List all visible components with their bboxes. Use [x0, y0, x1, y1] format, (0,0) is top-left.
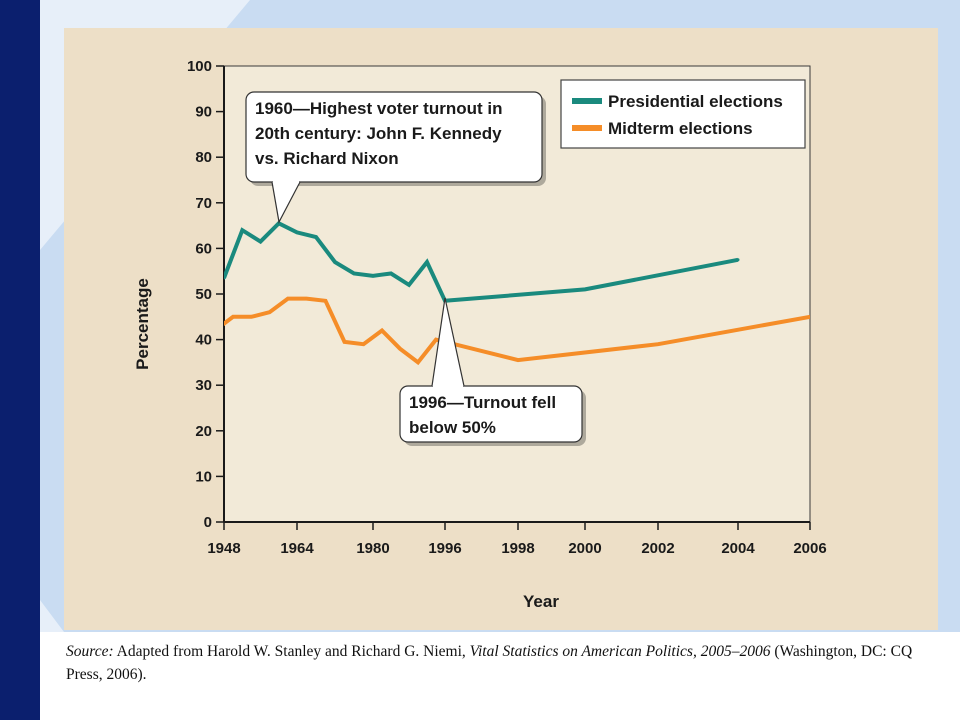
- x-tick-label-1996: 1996: [428, 540, 461, 557]
- series-0-point-2004: [736, 258, 740, 262]
- caption-band: [40, 632, 960, 720]
- callout-box-1: [399, 385, 583, 443]
- y-tick-label-60: 60: [195, 240, 212, 257]
- series-0-point-1984: [389, 271, 393, 275]
- x-tick-label-1964: 1964: [280, 540, 314, 557]
- series-1-point-1998: [516, 358, 520, 362]
- callout-0-line-2: vs. Richard Nixon: [255, 149, 399, 168]
- series-1-point-1962: [286, 297, 290, 301]
- callout-0: 1960—Highest voter turnout in 20th centur…: [245, 91, 546, 224]
- y-tick-label-10: 10: [195, 468, 212, 485]
- series-1-point-2006: [808, 315, 810, 319]
- callout-box-0: [245, 91, 543, 183]
- x-axis-title: Year: [523, 592, 559, 611]
- turnout-chart: 0 10 20 30 40 50 60 70 80 90 100 1948 1964 1980 1996 19…: [133, 58, 827, 611]
- series-1-point-1958: [268, 310, 272, 314]
- series-0-point-1988: [407, 283, 411, 287]
- x-tick-label-1948: 1948: [207, 540, 240, 557]
- callout-1: 1996—Turnout fell below 50%: [399, 297, 586, 446]
- series-1-point-1990: [416, 360, 420, 364]
- series-1-point-1950: [231, 315, 235, 319]
- series-0-point-1980: [371, 274, 375, 278]
- series-1-point-1954: [249, 315, 253, 319]
- callout-0-line-1: 20th century: John F. Kennedy: [255, 124, 502, 143]
- y-tick-label-0: 0: [204, 514, 212, 531]
- series-0-point-1952: [240, 228, 244, 232]
- x-tick-label-2004: 2004: [721, 540, 755, 557]
- series-1-point-1946: [213, 329, 216, 332]
- y-axis-title: Percentage: [133, 278, 152, 370]
- series-1-point-1978: [362, 342, 365, 346]
- series-0-point-1948: [224, 276, 226, 280]
- series-1-point-1970: [324, 299, 327, 303]
- source-text-1: Adapted from Harold W. Stanley and Richa…: [113, 643, 470, 660]
- y-tick-label-80: 80: [195, 149, 212, 166]
- source-caption: Source: Adapted from Harold W. Stanley a…: [66, 640, 936, 686]
- y-tick-label-90: 90: [195, 104, 212, 121]
- callout-0-line-0: 1960—Highest voter turnout in: [255, 99, 502, 118]
- y-tick-label-30: 30: [195, 377, 212, 394]
- series-1-point-2002: [656, 342, 660, 346]
- series-1-point-1994: [434, 338, 438, 342]
- series-1-point-1966: [305, 297, 308, 301]
- series-line-1: [224, 296, 810, 366]
- x-tick-label-2000: 2000: [568, 540, 601, 557]
- y-tick-label-40: 40: [195, 332, 212, 349]
- legend-box: [560, 79, 806, 149]
- series-0-point-2000: [583, 287, 587, 291]
- slide-left-bar: [0, 0, 40, 720]
- y-tick-label-70: 70: [195, 195, 212, 212]
- series-1-point-1974: [343, 340, 346, 344]
- x-tick-label-2006: 2006: [793, 540, 826, 557]
- series-0-point-1968: [314, 235, 318, 239]
- x-tick-label-1998: 1998: [501, 540, 534, 557]
- x-tick-label-1980: 1980: [356, 540, 389, 557]
- source-text-2: (Washington, DC: CQ Press, 2006).: [66, 643, 913, 683]
- y-tick-label-50: 50: [195, 286, 212, 303]
- source-title: Vital Statistics on American Politics, 2…: [469, 643, 771, 660]
- series-1-point-1986: [398, 347, 402, 351]
- series-0-point-1956: [259, 240, 262, 244]
- series-0-point-1992: [425, 260, 429, 264]
- callout-pointer-0: [271, 181, 301, 224]
- series-0-point-1976: [352, 271, 356, 275]
- legend-label-1: Midterm elections: [608, 119, 753, 138]
- legend: Presidential elections Midterm elections: [560, 79, 806, 149]
- callout-pointer-1: [431, 297, 465, 387]
- y-tick-label-100: 100: [187, 58, 212, 75]
- callout-1-line-0: 1996—Turnout fell: [409, 393, 556, 412]
- series-1-point-1982: [380, 328, 384, 332]
- y-tick-label-20: 20: [195, 423, 212, 440]
- x-tick-label-2002: 2002: [641, 540, 674, 557]
- source-label: Source:: [66, 643, 114, 660]
- callout-1-line-1: below 50%: [409, 418, 496, 437]
- series-0-point-1972: [333, 260, 337, 264]
- legend-label-0: Presidential elections: [608, 92, 783, 111]
- series-0-point-1964: [295, 230, 299, 234]
- figure-panel: 0 10 20 30 40 50 60 70 80 90 100 1948 1964 1980 1996 19…: [64, 28, 938, 630]
